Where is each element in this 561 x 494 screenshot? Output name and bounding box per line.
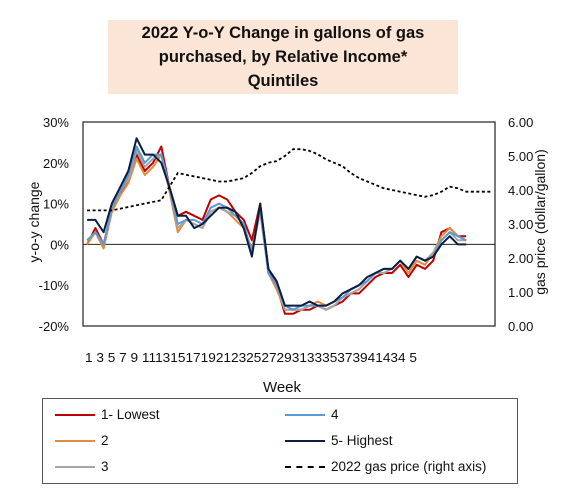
legend-item-4: 4 [285,407,339,422]
series-layer [86,137,491,315]
chart-title-line-2: purchased, by Relative Income* [158,48,408,66]
legend-item-3: 3 [55,459,109,474]
legend-label: 1- Lowest [101,407,160,422]
legend-swatch [285,413,325,416]
y2-tick-label: 4.00 [508,183,533,198]
y-tick-label: -20% [39,319,70,334]
legend-label: 2022 gas price (right axis) [331,459,487,474]
legend-swatch [55,465,95,468]
x-axis-label: Week [263,379,302,396]
y2-axis-label: gas price (dollar/gallon) [532,149,548,295]
y2-tick-label: 0.00 [508,319,533,334]
y-tick-label: -10% [39,278,70,293]
series-line-2022-gas-price-right-axis [87,148,491,212]
legend-swatch [285,439,325,442]
legend-label: 3 [101,459,109,474]
y2-tick-label: 3.00 [508,217,533,232]
chart-title-line-3: Quintiles [247,72,319,90]
right-axis-ticks: 0.00 1.00 2.00 3.00 4.00 5.00 6.00 [508,115,533,334]
series-line-5-highest [87,137,467,307]
y-tick-label: 0% [50,237,69,252]
legend-swatch [285,465,325,468]
legend-label: 5- Highest [331,433,393,448]
y2-tick-label: 6.00 [508,115,533,130]
y-tick-label: 10% [43,197,69,212]
legend-label: 4 [331,407,339,422]
plot-frame [82,121,496,327]
legend-item-lowest: 1- Lowest [55,407,160,422]
legend: 1- Lowest 4 2 5- Highest 3 2022 gas pric… [42,398,518,484]
legend-swatch [55,439,95,442]
x-tick-labels: 1 3 5 7 9 111315171921232527293133353739… [85,350,417,365]
legend-swatch [55,413,95,416]
y-tick-label: 20% [43,156,69,171]
y-tick-label: 30% [43,115,69,130]
legend-label: 2 [101,433,109,448]
chart-title-line-1: 2022 Y-o-Y Change in gallons of gas [141,24,425,42]
y2-tick-label: 5.00 [508,149,533,164]
y-axis-label: y-o-y change [26,181,42,262]
left-axis-ticks: -20% -10% 0% 10% 20% 30% [39,115,70,334]
y2-tick-label: 2.00 [508,251,533,266]
legend-item-gas-price: 2022 gas price (right axis) [285,459,486,474]
chart-title-box: 2022 Y-o-Y Change in gallons of gas purc… [108,20,458,94]
y2-tick-label: 1.00 [508,285,533,300]
legend-item-highest: 5- Highest [285,433,393,448]
legend-item-2: 2 [55,433,109,448]
